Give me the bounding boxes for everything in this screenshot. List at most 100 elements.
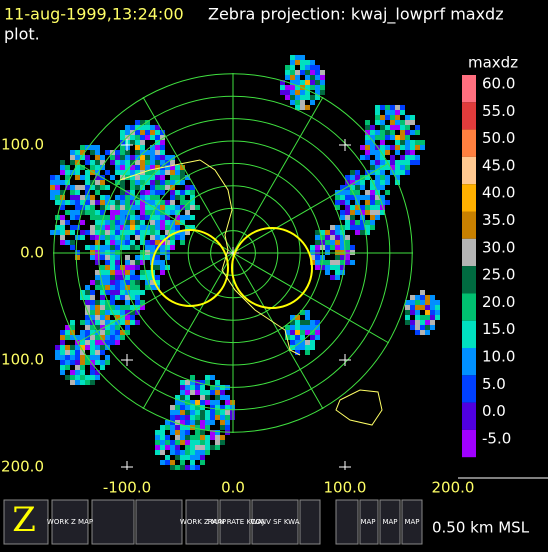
- echo-cell: [80, 200, 85, 205]
- azimuth-line: [232, 252, 324, 410]
- echo-cell: [80, 220, 85, 225]
- echo-cell: [140, 260, 145, 265]
- echo-cell: [355, 185, 360, 190]
- echo-cell: [60, 365, 65, 370]
- echo-cell: [110, 205, 115, 210]
- toolbar-button[interactable]: [91, 499, 135, 545]
- echo-cell: [90, 185, 95, 190]
- toolbar-button[interactable]: [51, 499, 89, 545]
- echo-cell: [120, 170, 125, 175]
- echo-cell: [345, 235, 350, 240]
- echo-cell: [130, 290, 135, 295]
- echo-cell: [125, 330, 130, 335]
- echo-cell: [100, 365, 105, 370]
- echo-cell: [215, 395, 220, 400]
- echo-cell: [180, 450, 185, 455]
- echo-cell: [100, 325, 105, 330]
- echo-cell: [105, 330, 110, 335]
- echo-cell: [125, 305, 130, 310]
- echo-cell: [350, 215, 355, 220]
- echo-cell: [80, 175, 85, 180]
- echo-cell: [145, 275, 150, 280]
- echo-cell: [215, 390, 220, 395]
- echo-cell: [160, 235, 165, 240]
- echo-cell: [95, 200, 100, 205]
- echo-cell: [105, 265, 110, 270]
- toolbar-button-label[interactable]: MAP: [404, 518, 419, 526]
- colorbar-label: 10.0: [482, 348, 515, 366]
- echo-cell: [175, 220, 180, 225]
- echo-cell: [130, 170, 135, 175]
- echo-cell: [160, 440, 165, 445]
- echo-cell: [130, 195, 135, 200]
- toolbar-button-label[interactable]: MAP: [360, 518, 375, 526]
- echo-cell: [225, 405, 230, 410]
- echo-cell: [370, 150, 375, 155]
- echo-cell: [95, 155, 100, 160]
- echo-cell: [110, 225, 115, 230]
- echo-cell: [160, 200, 165, 205]
- toolbar-button[interactable]: [185, 499, 219, 545]
- echo-cell: [365, 125, 370, 130]
- echo-cell: [90, 245, 95, 250]
- echo-cell: [200, 395, 205, 400]
- echo-cell: [145, 135, 150, 140]
- echo-cell: [380, 125, 385, 130]
- echo-cell: [400, 170, 405, 175]
- echo-cell: [205, 410, 210, 415]
- toolbar-button[interactable]: [219, 499, 251, 545]
- echo-cell: [355, 210, 360, 215]
- echo-cell: [175, 400, 180, 405]
- toolbar-button[interactable]: [401, 499, 423, 545]
- echo-cell: [110, 290, 115, 295]
- toolbar-button[interactable]: [379, 499, 401, 545]
- toolbar-button[interactable]: [359, 499, 379, 545]
- toolbar-button[interactable]: [299, 499, 321, 545]
- echo-cell: [225, 415, 230, 420]
- toolbar-button-label[interactable]: CONV SF KWA: [250, 518, 299, 526]
- echo-cell: [135, 205, 140, 210]
- echo-cell: [410, 115, 415, 120]
- echo-cell: [145, 255, 150, 260]
- echo-cell: [95, 360, 100, 365]
- echo-cell: [345, 260, 350, 265]
- echo-cell: [130, 275, 135, 280]
- echo-cell: [345, 225, 350, 230]
- echo-cell: [285, 75, 290, 80]
- echo-cell: [300, 100, 305, 105]
- echo-cell: [80, 320, 85, 325]
- echo-cell: [145, 280, 150, 285]
- echo-cell: [135, 265, 140, 270]
- echo-cell: [150, 205, 155, 210]
- colorbar-swatch: [462, 266, 476, 294]
- echo-cell: [290, 80, 295, 85]
- echo-cell: [290, 60, 295, 65]
- toolbar-button[interactable]: [3, 499, 49, 545]
- toolbar-button-label[interactable]: RAIN RATE KWAJ: [208, 518, 264, 526]
- toolbar-button[interactable]: [135, 499, 183, 545]
- echo-cell: [70, 380, 75, 385]
- echo-cell: [155, 150, 160, 155]
- echo-cell: [295, 340, 300, 345]
- echo-cell: [180, 190, 185, 195]
- echo-cell: [80, 210, 85, 215]
- echo-cell: [90, 195, 95, 200]
- echo-cell: [75, 165, 80, 170]
- toolbar-button-label[interactable]: WORK Z MAP: [180, 518, 226, 526]
- toolbar-button-label[interactable]: WORK Z MAP: [47, 518, 93, 526]
- toolbar-button[interactable]: [335, 499, 359, 545]
- echo-cell: [100, 245, 105, 250]
- echo-cell: [370, 140, 375, 145]
- altitude: 0.50 km MSL: [432, 519, 530, 537]
- toolbar-button-label[interactable]: MAP: [382, 518, 397, 526]
- echo-cell: [125, 215, 130, 220]
- toolbar-button[interactable]: [251, 499, 299, 545]
- echo-cell: [50, 195, 55, 200]
- echo-cell: [190, 400, 195, 405]
- echo-cell: [130, 185, 135, 190]
- echo-cell: [145, 165, 150, 170]
- echo-cell: [150, 245, 155, 250]
- echo-cell: [430, 305, 435, 310]
- echo-cell: [135, 235, 140, 240]
- echo-cell: [380, 155, 385, 160]
